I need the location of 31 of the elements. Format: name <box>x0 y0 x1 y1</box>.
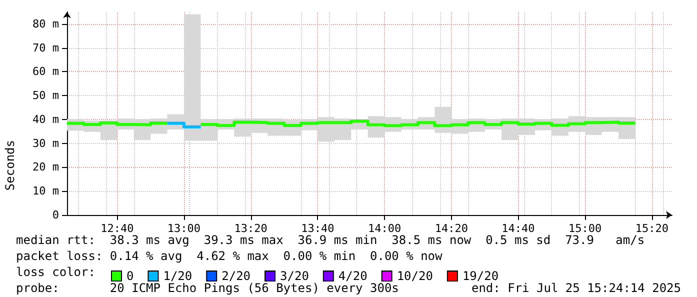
text: median rtt: 38.3 ms avg 39.3 ms max 36.9 ms min 38.5 ms now 0.5 ms sd 73.9 am/s <box>16 233 645 247</box>
y-tick-label: 40 m <box>32 112 60 126</box>
y-tick-label: 80 m <box>32 17 60 30</box>
legend-label: 19/20 <box>462 269 499 283</box>
y-tick-label: 70 m <box>32 41 60 54</box>
y-tick-label: 50 m <box>32 89 60 102</box>
y-tick-label: 0 <box>52 208 59 222</box>
y-tick-label: 10 m <box>32 184 60 198</box>
x-tick-label: 14:20 <box>434 222 468 235</box>
x-tick-label: 14:40 <box>502 222 535 235</box>
legend-title: loss color: <box>16 265 96 279</box>
y-axis-title: Seconds <box>3 140 17 191</box>
x-tick-label: 15:00 <box>568 222 602 235</box>
legend-label: 3/20 <box>280 269 309 283</box>
legend-label: 4/20 <box>338 269 368 283</box>
legend-label: 1/20 <box>163 269 192 283</box>
legend-label: 0 <box>126 269 134 283</box>
text: probe: 20 ICMP Echo Pings (56 Bytes) every 300s <box>16 281 399 295</box>
x-tick-label: 14:00 <box>368 222 402 235</box>
legend-label: 10/20 <box>396 269 433 283</box>
y-tick-label: 60 m <box>32 65 60 78</box>
x-tick-label: 13:20 <box>234 222 268 235</box>
legend-label: 2/20 <box>222 269 251 283</box>
text: end: Fri Jul 25 15:24:14 2025 <box>471 281 681 295</box>
y-tick-label: 30 m <box>32 136 60 150</box>
text: packet loss: 0.14 % avg 4.62 % max 0.00 % min 0.00 % now <box>16 249 444 263</box>
y-tick-label: 20 m <box>32 160 60 174</box>
x-tick-label: 12:40 <box>100 222 134 235</box>
x-tick-label: 13:00 <box>167 222 201 235</box>
x-tick-label: 13:40 <box>301 222 334 235</box>
x-tick-label: 15:20 <box>635 222 669 235</box>
